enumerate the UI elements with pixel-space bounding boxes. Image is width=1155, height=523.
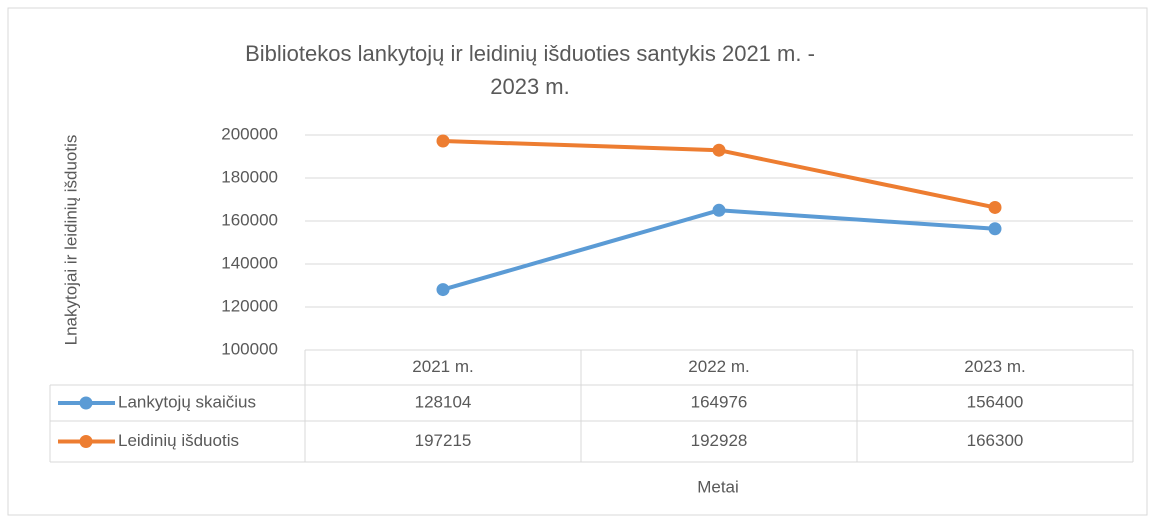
legend-label: Leidinių išduotis <box>118 431 239 450</box>
data-point <box>712 203 726 217</box>
x-axis-title: Metai <box>697 477 739 496</box>
x-tick-label: 2023 m. <box>964 357 1025 376</box>
table-value: 128104 <box>415 392 472 411</box>
y-tick-label: 180000 <box>221 167 278 186</box>
y-tick-label: 160000 <box>221 210 278 229</box>
legend-label: Lankytojų skaičius <box>118 392 256 411</box>
data-point <box>436 134 450 148</box>
y-tick-label: 140000 <box>221 253 278 272</box>
chart-title: 2023 m. <box>490 74 570 99</box>
chart-title: Bibliotekos lankytojų ir leidinių išduot… <box>245 41 815 66</box>
legend-key-marker <box>79 435 93 448</box>
x-tick-label: 2022 m. <box>688 357 749 376</box>
y-tick-label: 120000 <box>221 296 278 315</box>
table-value: 166300 <box>967 431 1024 450</box>
legend-key-marker <box>79 396 93 410</box>
y-tick-label: 100000 <box>221 339 278 358</box>
table-value: 192928 <box>691 431 748 450</box>
data-point <box>436 283 450 297</box>
y-axis-title: Lnakytojai ir leidinių išduotis <box>61 135 80 346</box>
data-point <box>988 200 1002 214</box>
data-point <box>712 143 726 157</box>
chart-border <box>7 7 1148 516</box>
data-point <box>988 222 1002 236</box>
y-tick-label: 200000 <box>221 124 278 143</box>
table-value: 197215 <box>415 431 472 450</box>
x-tick-label: 2021 m. <box>412 357 473 376</box>
table-value: 156400 <box>967 392 1024 411</box>
table-value: 164976 <box>691 392 748 411</box>
